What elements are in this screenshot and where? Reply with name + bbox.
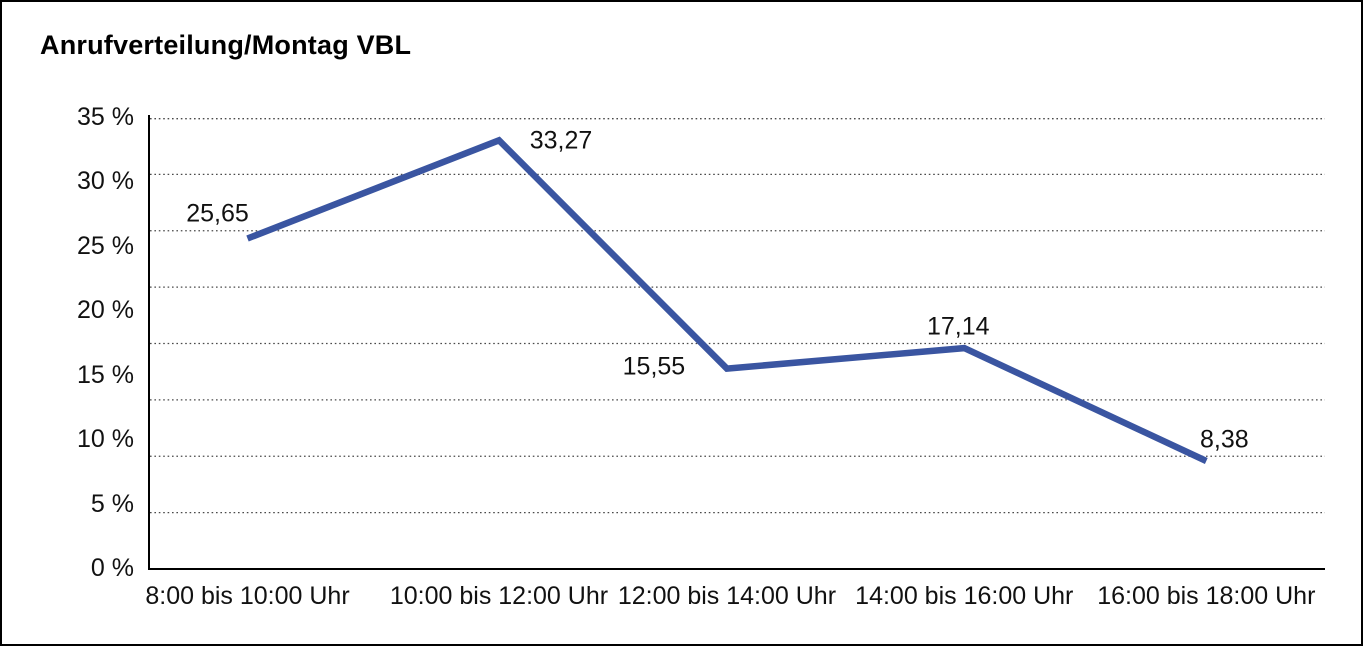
chart-title: Anrufverteilung/Montag VBL	[40, 30, 412, 60]
data-line	[246, 136, 1208, 464]
y-axis-tick-label: 30 %	[77, 167, 134, 196]
y-axis-tick-label: 25 %	[77, 231, 134, 260]
data-point-label: 8,38	[1199, 425, 1249, 454]
y-axis-tick-label: 15 %	[77, 360, 134, 389]
y-axis-line	[148, 115, 150, 570]
y-axis-tick-label: 5 %	[90, 489, 134, 518]
y-axis-tick-label: 20 %	[77, 296, 134, 325]
data-point-label: 25,65	[186, 199, 249, 228]
y-axis-tick-label: 10 %	[77, 425, 134, 454]
chart-canvas	[150, 118, 1325, 514]
y-axis-tick-label: 0 %	[90, 553, 134, 582]
x-axis-category-label: 16:00 bis 18:00 Uhr	[1097, 582, 1316, 610]
x-axis-category-label: 8:00 bis 10:00 Uhr	[145, 582, 350, 610]
x-axis-category-label: 14:00 bis 16:00 Uhr	[855, 582, 1074, 610]
x-axis-category-label: 12:00 bis 14:00 Uhr	[617, 582, 837, 610]
x-axis-line	[148, 568, 1325, 570]
y-axis-tick-label: 35 %	[77, 102, 134, 131]
data-point-label: 15,55	[622, 352, 686, 381]
data-point-label: 17,14	[926, 312, 990, 341]
data-point-label: 33,27	[529, 126, 593, 155]
x-axis-category-label: 10:00 bis 12:00 Uhr	[389, 582, 609, 610]
